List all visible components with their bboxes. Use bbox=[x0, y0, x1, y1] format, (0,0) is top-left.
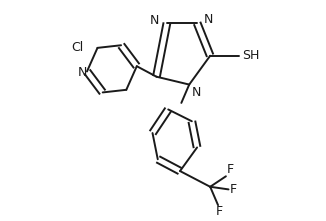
Text: F: F bbox=[230, 183, 237, 196]
Text: N: N bbox=[150, 14, 159, 27]
Text: F: F bbox=[216, 205, 223, 218]
Text: N: N bbox=[78, 66, 87, 79]
Text: N: N bbox=[192, 86, 201, 99]
Text: N: N bbox=[204, 13, 213, 26]
Text: SH: SH bbox=[242, 49, 259, 62]
Text: Cl: Cl bbox=[72, 41, 84, 54]
Text: F: F bbox=[227, 163, 234, 176]
